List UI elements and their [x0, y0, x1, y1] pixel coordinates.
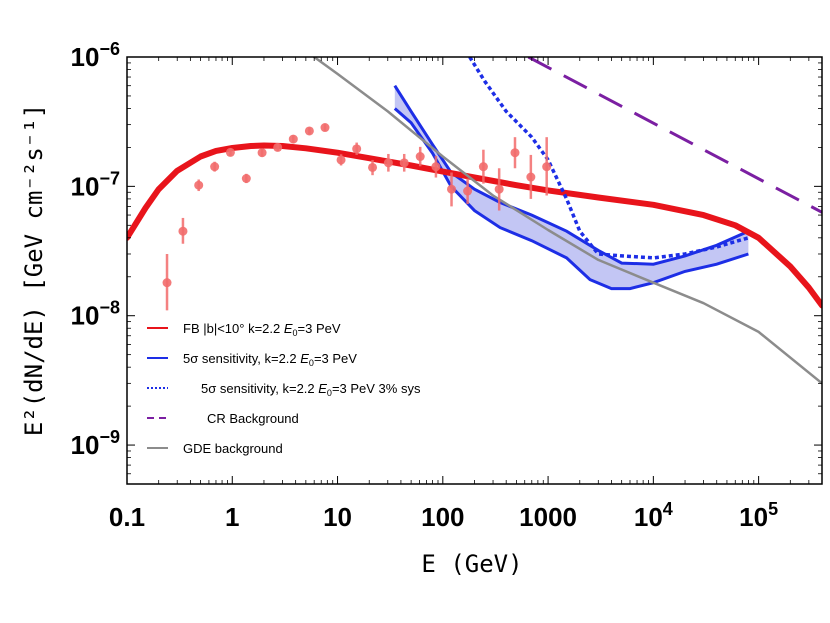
data-point	[194, 180, 204, 190]
series-fb-b-10-k-2-2-e0-3-pev-line	[127, 142, 822, 309]
legend: FB |b|<10° k=2.2 E0=3 PeV 5σ sensitivity,…	[147, 321, 421, 456]
x-axis-title: E (GeV)	[421, 550, 522, 578]
data-point	[447, 184, 457, 194]
y-axis: 10−9 10−8 10−7 10−6	[71, 39, 822, 475]
x-tick-label: 1	[225, 502, 239, 532]
data-point	[383, 158, 393, 168]
series-5-sensitivity-k-2-2-e0-3-pev-3-sys-line	[468, 57, 749, 260]
data-point	[478, 162, 488, 172]
x-tick-label: 105	[739, 499, 778, 532]
legend-label-fb-b-10-k-2-2-e0-3-pev: FB |b|<10° k=2.2 E0=3 PeV	[183, 321, 341, 338]
data-point	[241, 174, 251, 184]
data-points-layer	[162, 123, 552, 311]
data-point	[415, 152, 425, 162]
data-point	[257, 148, 267, 158]
data-point	[526, 172, 536, 182]
x-tick-label: 104	[634, 499, 673, 532]
data-point	[352, 144, 362, 154]
data-point	[210, 162, 220, 172]
y-axis-title: E²(dN/dE) [GeV cm⁻²s⁻¹]	[20, 104, 48, 436]
data-point	[225, 147, 235, 157]
x-axis: 0.1 1 10 100 1000 104 105	[109, 57, 810, 532]
data-point	[431, 162, 441, 172]
series-gde-background-line	[312, 57, 822, 385]
x-tick-label: 1000	[519, 502, 577, 532]
data-point	[304, 126, 314, 136]
data-point	[542, 162, 552, 172]
series-cr-background-line	[527, 57, 822, 214]
data-point	[336, 155, 346, 165]
x-tick-label: 0.1	[109, 502, 145, 532]
x-tick-label: 10	[323, 502, 352, 532]
y-tick-label: 10−6	[71, 39, 120, 72]
data-point	[288, 134, 298, 144]
legend-label-5-sensitivity-k-2-2-e0-3-pev-3-sys: 5σ sensitivity, k=2.2 E0=3 PeV 3% sys	[201, 381, 421, 398]
plot-area	[126, 56, 823, 485]
y-tick-label: 10−9	[71, 427, 120, 460]
x-tick-label: 100	[421, 502, 464, 532]
legend-label-gde-background: GDE background	[183, 441, 283, 456]
data-point	[463, 186, 473, 196]
y-tick-label: 10−7	[71, 168, 120, 201]
data-point	[273, 142, 283, 152]
legend-label-5-sensitivity-k-2-2-e0-3-pev: 5σ sensitivity, k=2.2 E0=3 PeV	[183, 351, 357, 368]
data-point	[178, 226, 188, 236]
data-point	[510, 148, 520, 158]
data-point	[494, 184, 504, 194]
data-point	[368, 162, 378, 172]
data-point	[399, 158, 409, 168]
legend-label-cr-background: CR Background	[207, 411, 299, 426]
data-point	[162, 278, 172, 288]
y-tick-label: 10−8	[71, 298, 120, 331]
data-point	[320, 123, 330, 133]
